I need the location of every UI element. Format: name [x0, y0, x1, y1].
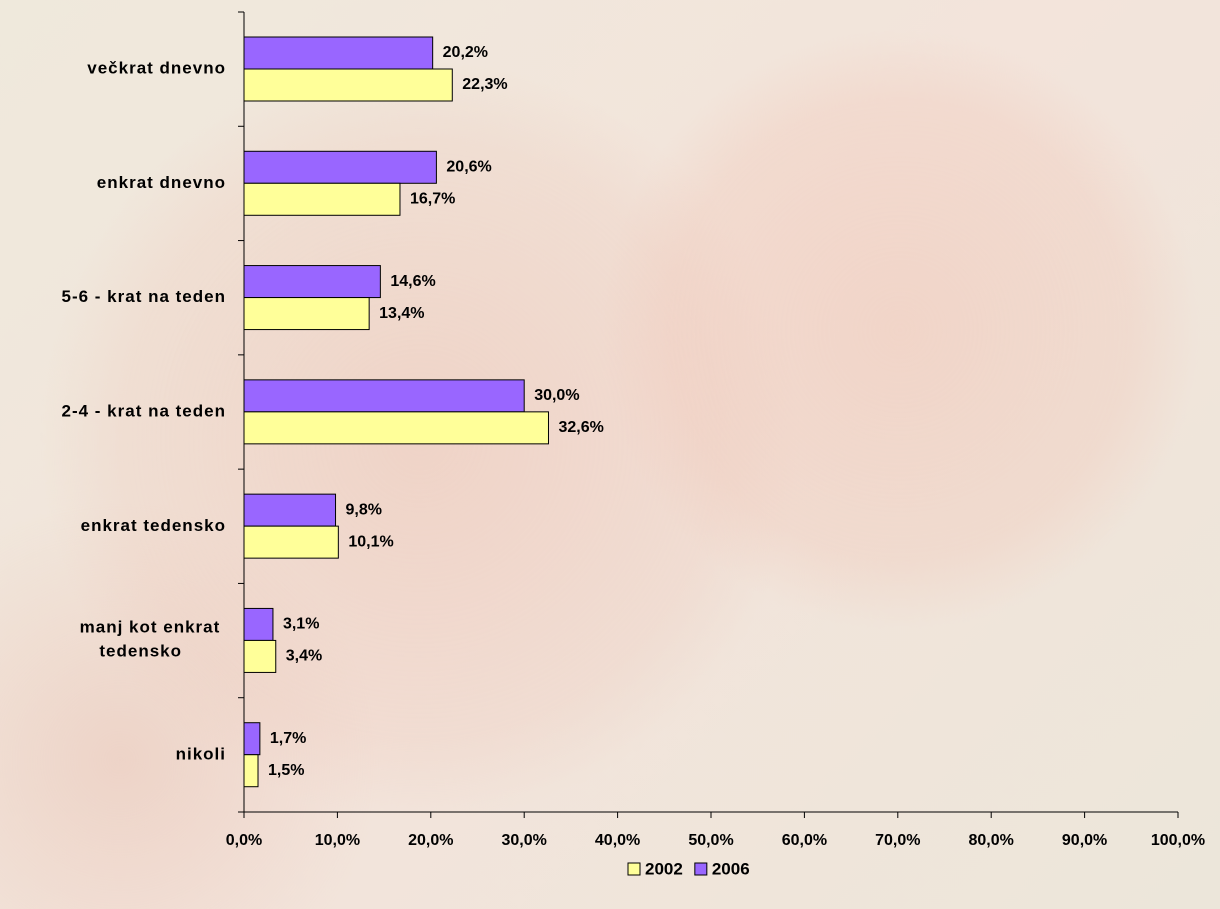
value-label: 3,4% [286, 648, 322, 665]
y-tick-label: 5-6 - krat na teden [62, 287, 227, 306]
legend-label: 2002 [645, 859, 683, 878]
value-label: 10,1% [348, 533, 393, 550]
y-tick-label: enkrat dnevno [97, 173, 226, 192]
x-tick-label: 100,0% [1151, 832, 1205, 849]
y-tick-label: manj kot enkrat tedensko [80, 618, 226, 661]
value-label: 22,3% [462, 76, 507, 93]
bar [244, 412, 548, 444]
bar [244, 151, 436, 183]
y-tick-label: enkrat tedensko [81, 516, 226, 535]
x-tick-label: 20,0% [408, 832, 453, 849]
x-tick-label: 10,0% [315, 832, 360, 849]
legend-swatch [628, 863, 640, 875]
value-label: 1,7% [270, 730, 306, 747]
y-tick-label: 2-4 - krat na teden [62, 401, 227, 420]
x-tick-label: 80,0% [969, 832, 1014, 849]
x-tick-label: 0,0% [226, 832, 262, 849]
bar [244, 69, 452, 101]
y-tick-label: večkrat dnevno [87, 59, 226, 78]
bar [244, 608, 273, 640]
x-tick-label: 50,0% [688, 832, 733, 849]
y-tick-label: nikoli [176, 744, 226, 763]
value-label: 20,6% [446, 159, 491, 176]
x-tick-label: 40,0% [595, 832, 640, 849]
value-label: 20,2% [443, 44, 488, 61]
bar [244, 380, 524, 412]
chart: 0,0% 10,0% 20,0% 30,0% 40,0% 50,0% 60,0% 70,0% 8… [0, 0, 1220, 909]
value-label: 14,6% [390, 273, 435, 290]
legend-label: 2006 [712, 859, 750, 878]
bar [244, 526, 338, 558]
bar [244, 183, 400, 215]
bar [244, 298, 369, 330]
bar [244, 266, 380, 298]
value-label: 9,8% [346, 501, 382, 518]
value-label: 32,6% [558, 419, 603, 436]
bar [244, 640, 276, 672]
x-tick-label: 60,0% [782, 832, 827, 849]
bar [244, 37, 433, 69]
bar [244, 723, 260, 755]
x-tick-label: 30,0% [502, 832, 547, 849]
value-label: 30,0% [534, 387, 579, 404]
value-label: 16,7% [410, 191, 455, 208]
legend-swatch [695, 863, 707, 875]
page: 0,0% 10,0% 20,0% 30,0% 40,0% 50,0% 60,0% 70,0% 8… [0, 0, 1220, 909]
bar [244, 755, 258, 787]
value-label: 13,4% [379, 305, 424, 322]
value-label: 3,1% [283, 616, 319, 633]
value-label: 1,5% [268, 762, 304, 779]
bar [244, 494, 336, 526]
x-tick-label: 70,0% [875, 832, 920, 849]
x-tick-label: 90,0% [1062, 832, 1107, 849]
